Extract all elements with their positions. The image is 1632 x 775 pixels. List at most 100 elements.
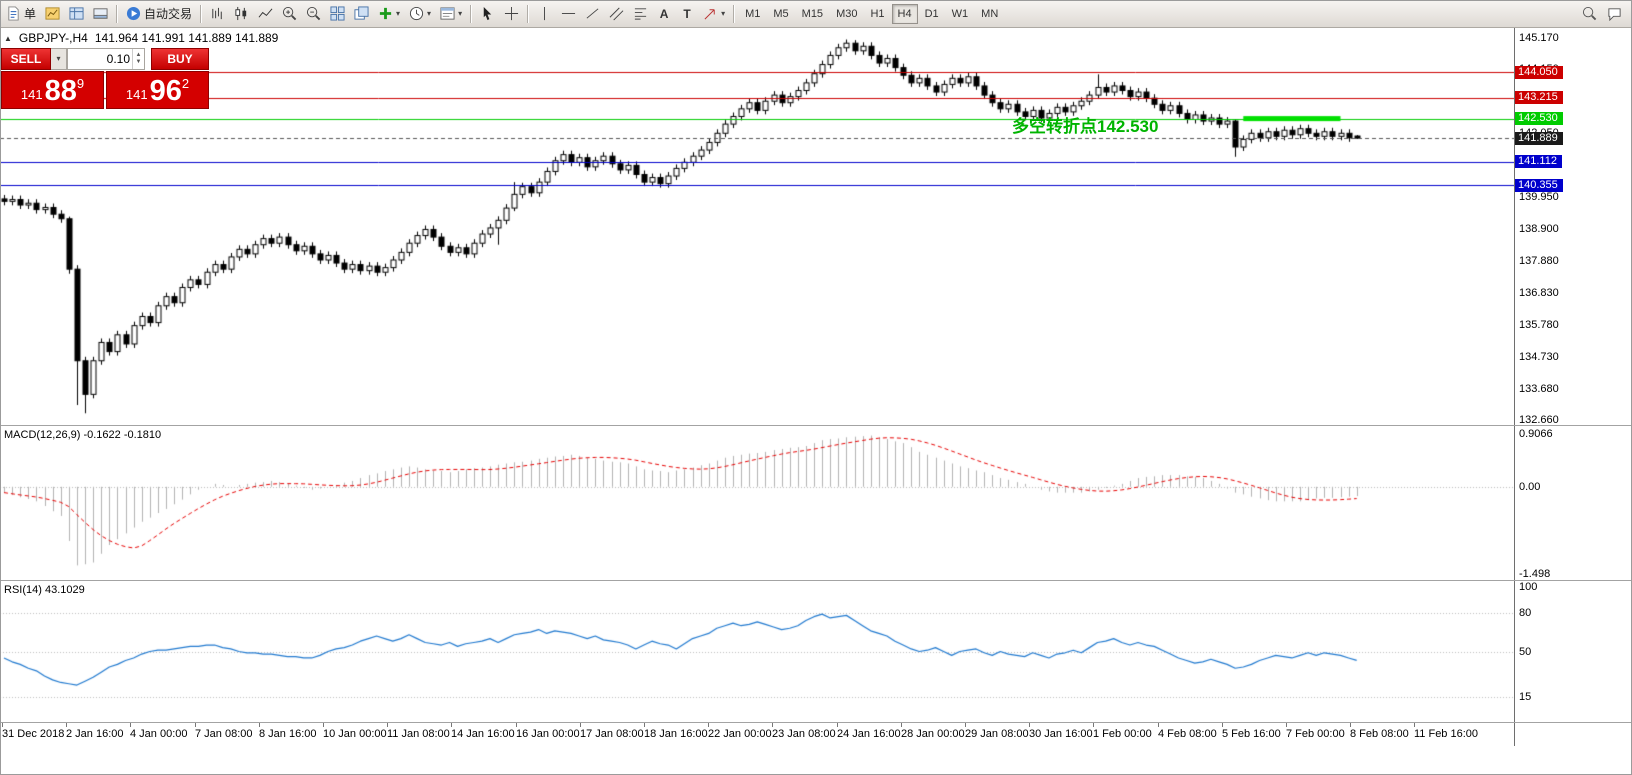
- autotrading-button[interactable]: 自动交易: [122, 3, 196, 25]
- macd-pane: MACD(12,26,9) -0.1622 -0.1810: [0, 426, 1514, 580]
- indicators-button[interactable]: ▾: [374, 3, 404, 25]
- time-axis-tick: [1158, 723, 1159, 727]
- horizontal-line-tool-button[interactable]: [557, 3, 580, 25]
- price-axis-label: 135.780: [1519, 319, 1559, 331]
- time-axis-tick: [1093, 723, 1094, 727]
- time-axis-tick: [387, 723, 388, 727]
- chat-button[interactable]: [1603, 3, 1626, 25]
- search-button[interactable]: [1578, 3, 1601, 25]
- timeframe-w1[interactable]: W1: [946, 4, 975, 24]
- cursor-button[interactable]: [476, 3, 499, 25]
- chart-ohlc-values: 141.964 141.991 141.889 141.889: [94, 31, 279, 45]
- vertical-line-tool-button[interactable]: [533, 3, 556, 25]
- terminal-icon: [93, 8, 108, 19]
- time-axis-label: 23 Jan 08:00: [772, 728, 836, 740]
- macd-scale-label: 0.00: [1519, 481, 1541, 493]
- buy-price-button[interactable]: 141 96 2: [106, 71, 209, 109]
- time-axis-label: 4 Feb 08:00: [1158, 728, 1217, 740]
- sell-price-pip: 9: [76, 76, 85, 91]
- new-order-button[interactable]: 单: [2, 3, 40, 25]
- buy-button[interactable]: BUY: [151, 48, 209, 70]
- bar-chart-button[interactable]: [206, 3, 229, 25]
- terminal-button[interactable]: [89, 3, 112, 25]
- market-watch-button[interactable]: [65, 3, 88, 25]
- price-axis-label: 132.660: [1519, 414, 1559, 426]
- zoom-out-icon: [306, 6, 321, 21]
- time-axis-tick: [323, 723, 324, 727]
- pane-separator[interactable]: [0, 580, 1632, 581]
- time-axis-label: 29 Jan 08:00: [965, 728, 1029, 740]
- candlestick-chart-button[interactable]: [230, 3, 253, 25]
- toolbar-separator: [733, 4, 736, 23]
- price-axis[interactable]: 145.170144.150143.100142.050141.000139.9…: [1514, 28, 1632, 746]
- channel-icon: [609, 7, 624, 21]
- spinner-up-icon[interactable]: ▲: [135, 52, 142, 58]
- price-axis-label: 145.170: [1519, 32, 1559, 44]
- timeframe-d1[interactable]: D1: [919, 4, 945, 24]
- time-axis-label: 10 Jan 00:00: [323, 728, 387, 740]
- timeframe-h4[interactable]: H4: [891, 3, 918, 24]
- timeframe-m15[interactable]: M15: [796, 4, 829, 24]
- volume-stepper[interactable]: ▲ ▼: [132, 49, 144, 69]
- zoom-in-button[interactable]: [278, 3, 301, 25]
- new-order-icon: [8, 6, 19, 21]
- zoom-out-button[interactable]: [302, 3, 325, 25]
- one-click-trading-panel: SELL ▾ 0.10 ▲ ▼ BUY 141 88 9 141 96: [1, 48, 211, 109]
- time-axis-tick: [708, 723, 709, 727]
- timeframe-mn[interactable]: MN: [975, 4, 1004, 24]
- rsi-pane: RSI(14) 43.1029: [0, 581, 1514, 722]
- time-axis-tick: [1286, 723, 1287, 727]
- pane-separator: [0, 722, 1632, 723]
- toolbar-separator: [470, 4, 473, 23]
- timeframe-m1[interactable]: M1: [739, 4, 766, 24]
- buy-price-big: 96: [149, 75, 182, 107]
- line-chart-button[interactable]: [254, 3, 277, 25]
- time-axis-tick: [1414, 723, 1415, 727]
- rsi-canvas[interactable]: [0, 581, 1514, 722]
- price-axis-label: 136.830: [1519, 287, 1559, 299]
- templates-button[interactable]: ▾: [436, 3, 466, 25]
- cascade-windows-button[interactable]: [350, 3, 373, 25]
- chat-icon: [1608, 8, 1621, 21]
- chart-symbol-period: GBPJPY-,H4: [18, 31, 88, 45]
- profiles-button[interactable]: [41, 3, 64, 25]
- market-watch-icon: [69, 7, 84, 20]
- timeframe-m30[interactable]: M30: [830, 4, 863, 24]
- timeframe-h1[interactable]: H1: [864, 4, 890, 24]
- tile-windows-button[interactable]: [326, 3, 349, 25]
- time-axis-label: 30 Jan 16:00: [1029, 728, 1093, 740]
- pane-separator[interactable]: [0, 425, 1632, 426]
- trendline-tool-button[interactable]: [581, 3, 604, 25]
- time-axis-tick: [130, 723, 131, 727]
- time-axis-label: 24 Jan 16:00: [837, 728, 901, 740]
- time-axis-label: 7 Feb 00:00: [1286, 728, 1345, 740]
- price-line-badge: 143.215: [1515, 91, 1563, 104]
- spinner-down-icon[interactable]: ▼: [135, 59, 142, 65]
- toolbar-separator: [527, 4, 530, 23]
- sell-price-big: 88: [44, 75, 77, 107]
- time-axis-label: 18 Jan 16:00: [644, 728, 708, 740]
- time-axis-label: 17 Jan 08:00: [580, 728, 644, 740]
- timeframe-m5[interactable]: M5: [767, 4, 794, 24]
- main-toolbar: 单 自动交易 ▾ ▾ ▾: [0, 0, 1632, 28]
- order-options-button[interactable]: ▾: [51, 48, 67, 70]
- label-tool-button[interactable]: T: [676, 3, 698, 25]
- channel-tool-button[interactable]: [605, 3, 628, 25]
- cascade-windows-icon: [354, 6, 369, 20]
- text-tool-button[interactable]: A: [653, 3, 675, 25]
- buy-price-prefix: 141: [125, 87, 148, 102]
- time-axis-tick: [644, 723, 645, 727]
- price-chart-canvas[interactable]: [0, 28, 1514, 425]
- price-axis-label: 137.880: [1519, 255, 1559, 267]
- macd-canvas[interactable]: [0, 426, 1514, 580]
- time-axis-tick: [2, 723, 3, 727]
- fibonacci-tool-button[interactable]: [629, 3, 652, 25]
- arrows-tool-button[interactable]: ▾: [699, 3, 729, 25]
- time-axis[interactable]: 31 Dec 2018 2 Jan 16:00 4 Jan 00:00 7 Jan 0…: [0, 722, 1514, 746]
- periods-button[interactable]: ▾: [405, 3, 435, 25]
- volume-input[interactable]: 0.10 ▲ ▼: [67, 48, 145, 70]
- crosshair-button[interactable]: [500, 3, 523, 25]
- sell-button[interactable]: SELL: [1, 48, 51, 70]
- panel-collapse-icon[interactable]: ▲: [4, 33, 12, 43]
- sell-price-button[interactable]: 141 88 9: [1, 71, 104, 109]
